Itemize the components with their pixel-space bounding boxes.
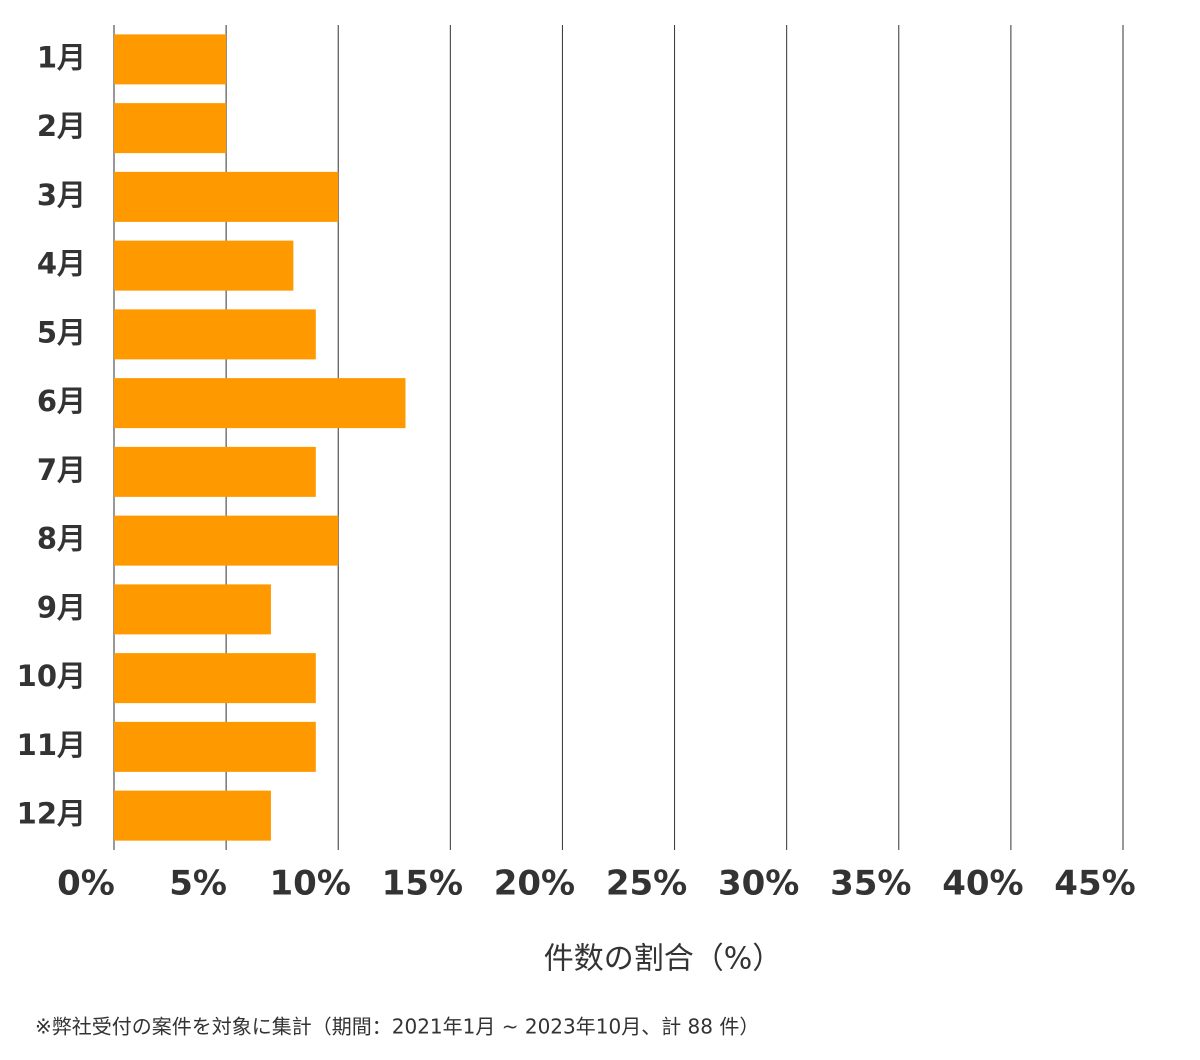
x-tick-label: 25% xyxy=(606,864,687,904)
bar xyxy=(114,171,339,222)
x-axis-label: 件数の割合（%） xyxy=(544,942,783,977)
bar xyxy=(114,309,316,360)
footnote: ※弊社受付の案件を対象に集計（期間：2021年1月 ~ 2023年10月、計 8… xyxy=(35,1015,759,1039)
bar xyxy=(114,653,316,704)
y-tick-label: 4月 xyxy=(37,247,86,281)
x-tick-label: 15% xyxy=(382,864,463,904)
x-tick-label: 5% xyxy=(169,864,227,904)
x-tick-label: 35% xyxy=(830,864,911,904)
x-tick-label: 30% xyxy=(718,864,799,904)
bar xyxy=(114,446,316,497)
y-tick-label: 7月 xyxy=(37,453,86,487)
bar xyxy=(114,515,339,566)
x-tick-label: 45% xyxy=(1054,864,1135,904)
y-tick-label: 11月 xyxy=(17,728,86,762)
y-tick-label: 2月 xyxy=(37,109,86,143)
bar xyxy=(114,240,294,291)
bar xyxy=(114,103,227,154)
x-tick-label: 0% xyxy=(57,864,115,904)
y-tick-label: 6月 xyxy=(37,384,86,418)
y-tick-label: 8月 xyxy=(37,522,86,556)
y-tick-label: 3月 xyxy=(37,178,86,212)
x-tick-label: 10% xyxy=(270,864,351,904)
bar xyxy=(114,584,271,635)
y-tick-label: 1月 xyxy=(37,40,86,74)
x-tick-label: 40% xyxy=(942,864,1023,904)
bar xyxy=(114,34,227,85)
bar xyxy=(114,721,316,772)
bar xyxy=(114,378,406,429)
y-tick-label: 12月 xyxy=(17,797,86,831)
bar xyxy=(114,790,271,841)
y-tick-label: 10月 xyxy=(17,659,86,693)
y-tick-label: 5月 xyxy=(37,315,86,349)
x-tick-label: 20% xyxy=(494,864,575,904)
y-tick-label: 9月 xyxy=(37,590,86,624)
